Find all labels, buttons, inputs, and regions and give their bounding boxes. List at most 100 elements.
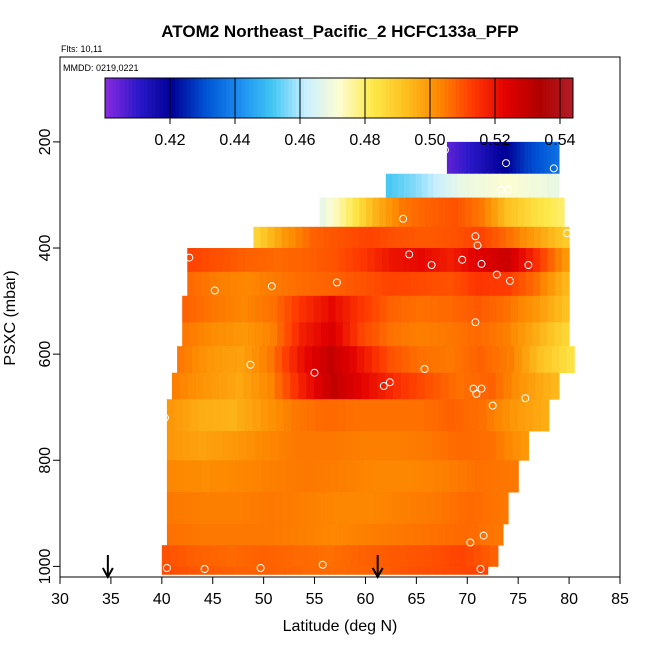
heatmap-cell <box>367 271 376 297</box>
heatmap-cell <box>425 271 433 297</box>
sample-point <box>458 255 467 264</box>
heatmap-cell <box>352 248 361 273</box>
heatmap-cell <box>353 399 363 432</box>
heatmap-cell <box>309 248 318 273</box>
heatmap-cell <box>198 399 207 432</box>
heatmap-cell <box>488 322 497 347</box>
heatmap-cell <box>497 271 505 297</box>
heatmap-cell <box>393 226 402 249</box>
heatmap-cell <box>423 460 434 493</box>
heatmap-cell <box>346 399 355 432</box>
heatmap-cell <box>396 248 404 273</box>
heatmap-cell <box>201 460 211 493</box>
heatmap-cell <box>290 372 299 400</box>
heatmap-cell <box>300 492 309 525</box>
heatmap-cell <box>455 399 464 432</box>
date-note: MMDD: 0219,0221 <box>63 63 139 73</box>
heatmap-cell <box>543 372 552 400</box>
heatmap-cell <box>288 271 296 297</box>
heatmap-cell <box>214 346 223 374</box>
heatmap-cell <box>379 226 388 249</box>
heatmap-cell <box>484 197 492 228</box>
heatmap-cell <box>276 399 285 432</box>
colorbar-swatch <box>549 78 554 118</box>
heatmap-cell <box>487 372 497 400</box>
heatmap-cell <box>399 431 409 461</box>
heatmap-cell <box>417 566 427 575</box>
colorbar-frame <box>104 77 574 119</box>
heatmap-cell <box>407 431 417 461</box>
colorbar-swatch <box>354 78 359 118</box>
heatmap-cell <box>431 399 441 432</box>
heatmap-cell <box>249 566 260 575</box>
heatmap-cell <box>427 173 435 199</box>
heatmap-cell <box>393 295 402 323</box>
heatmap-cell <box>491 492 501 525</box>
colorbar-swatch <box>495 78 500 118</box>
heatmap-cell <box>423 322 431 347</box>
heatmap-cell <box>298 372 307 400</box>
heatmap-cell <box>320 566 330 575</box>
heatmap-cell <box>539 322 548 347</box>
heatmap-cell <box>437 523 447 546</box>
x-tick-label: 55 <box>306 591 324 608</box>
heatmap-cell <box>459 322 468 347</box>
sample-point <box>488 401 497 410</box>
sample-point <box>563 229 572 238</box>
heatmap-cell <box>273 523 283 546</box>
heatmap-cell <box>403 173 411 199</box>
colorbar-swatch <box>249 78 254 118</box>
colorbar-swatch <box>498 78 504 118</box>
sample-point <box>267 282 276 291</box>
heatmap-cell <box>330 226 339 249</box>
heatmap-cell <box>540 271 549 297</box>
sample-point <box>524 261 533 269</box>
heatmap-cell <box>504 248 513 273</box>
heatmap-cell <box>401 346 410 374</box>
heatmap-cell <box>512 226 521 249</box>
heatmap-cell <box>232 523 242 546</box>
colorbar-swatch <box>393 78 398 118</box>
colorbar-swatch <box>537 78 543 118</box>
heatmap-cell <box>339 523 348 546</box>
colorbar-swatch <box>264 78 270 118</box>
colorbar-swatch <box>444 78 449 118</box>
heatmap-cell <box>511 248 520 273</box>
heatmap-cell <box>416 346 425 374</box>
heatmap-cell <box>259 248 268 273</box>
colorbar-swatch <box>530 78 535 118</box>
heatmap-cell <box>500 141 506 175</box>
heatmap-cell <box>260 226 269 249</box>
heatmap-cell <box>372 197 380 228</box>
heatmap-cell <box>478 399 487 432</box>
heatmap-cell <box>182 399 191 432</box>
heatmap-cell <box>195 372 205 400</box>
heatmap-cell <box>298 523 307 546</box>
heatmap-cell <box>491 346 500 374</box>
heatmap-cell <box>166 431 176 461</box>
colorbar-swatch <box>409 78 414 118</box>
sample-point <box>521 394 530 403</box>
heatmap-cell <box>196 295 205 323</box>
heatmap-cell <box>316 248 325 273</box>
heatmap-cell <box>281 346 291 374</box>
heatmap-cell <box>356 346 365 374</box>
heatmap-cell <box>244 399 254 432</box>
heatmap-cell <box>400 399 410 432</box>
heatmap-cell <box>342 295 351 323</box>
colorbar-swatch <box>261 78 266 118</box>
heatmap-cell <box>470 226 479 249</box>
colorbar-swatch <box>276 78 281 118</box>
heatmap-cell <box>232 566 242 575</box>
heatmap-cell <box>282 372 292 400</box>
heatmap-cell <box>444 295 453 323</box>
heatmap-cell <box>296 346 306 374</box>
heatmap-cell <box>192 346 201 374</box>
heatmap-cell <box>333 492 343 525</box>
heatmap-cell <box>244 271 253 297</box>
heatmap-cell <box>539 141 545 175</box>
heatmap-cell <box>401 322 410 347</box>
heatmap-cell <box>530 197 539 228</box>
colorbar-swatch <box>510 78 515 118</box>
y-tick-label: 1000 <box>37 549 54 585</box>
